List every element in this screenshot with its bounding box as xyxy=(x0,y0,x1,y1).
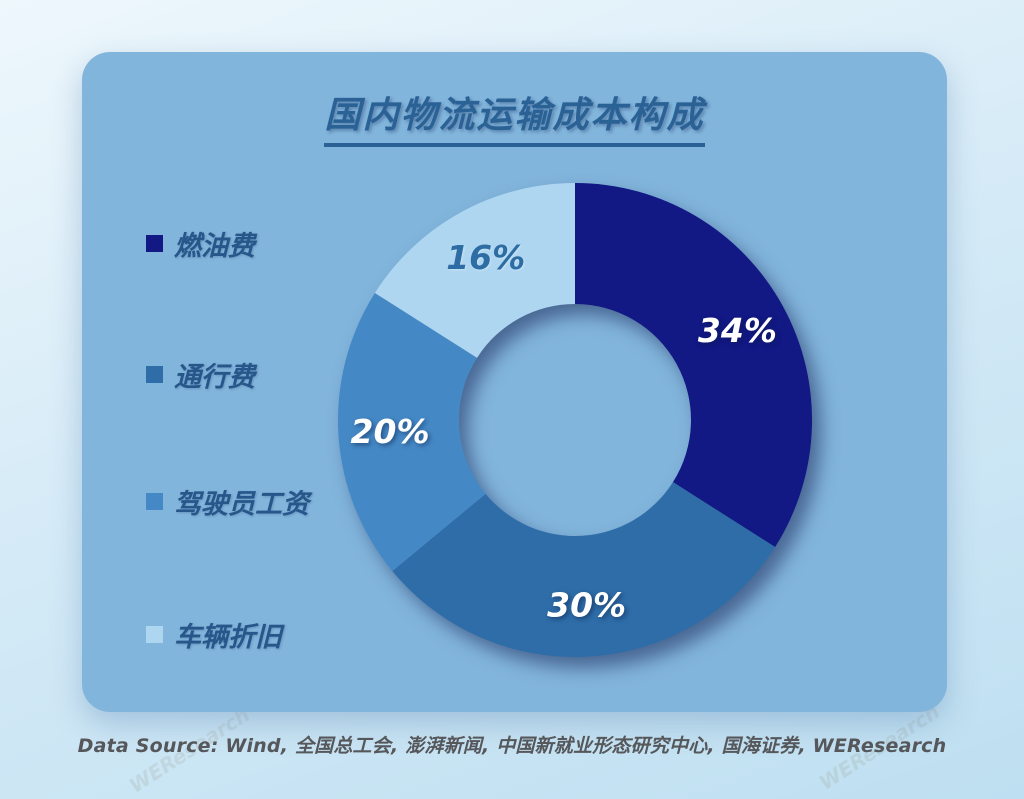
legend-item-toll-fee: 通行费 xyxy=(146,355,255,394)
pie-segment-通行费 xyxy=(392,482,776,658)
segment-value-label: 34% xyxy=(698,311,777,350)
donut-value-labels: 34% 30% 20% 16% xyxy=(351,238,777,624)
legend-swatch-fuel-cost xyxy=(146,235,163,252)
data-source-note: Data Source: Wind, 全国总工会, 澎湃新闻, 中国新就业形态研… xyxy=(77,735,947,757)
legend-item-vehicle-depreciation: 车辆折旧 xyxy=(146,615,282,654)
pie-segment-驾驶员工资 xyxy=(337,293,486,572)
legend-label-toll-fee: 通行费 xyxy=(174,362,255,393)
segment-value-label: 20% xyxy=(351,412,430,451)
donut-slices xyxy=(337,183,813,658)
donut-chart: 34% 30% 20% 16% xyxy=(337,183,813,658)
legend-item-driver-wage: 驾驶员工资 xyxy=(146,482,309,521)
legend-swatch-toll-fee xyxy=(146,366,163,383)
legend-label-fuel-cost: 燃油费 xyxy=(174,231,255,262)
segment-value-label: 30% xyxy=(547,585,626,624)
chart-legend: 燃油费 通行费 驾驶员工资 车辆折旧 xyxy=(146,52,406,712)
legend-label-driver-wage: 驾驶员工资 xyxy=(174,489,309,520)
chart-title: 国内物流运输成本构成 xyxy=(324,86,705,147)
pie-segment-车辆折旧 xyxy=(374,183,575,358)
pie-segment-燃油费 xyxy=(575,183,813,547)
segment-value-label: 16% xyxy=(446,238,525,277)
chart-card: 国内物流运输成本构成 燃油费 通行费 驾驶员工资 车辆折旧 34% 30% 20% 1… xyxy=(82,52,947,712)
legend-label-vehicle-depreciation: 车辆折旧 xyxy=(174,622,282,653)
legend-item-fuel-cost: 燃油费 xyxy=(146,224,255,263)
legend-swatch-driver-wage xyxy=(146,493,163,510)
legend-swatch-vehicle-depreciation xyxy=(146,626,163,643)
